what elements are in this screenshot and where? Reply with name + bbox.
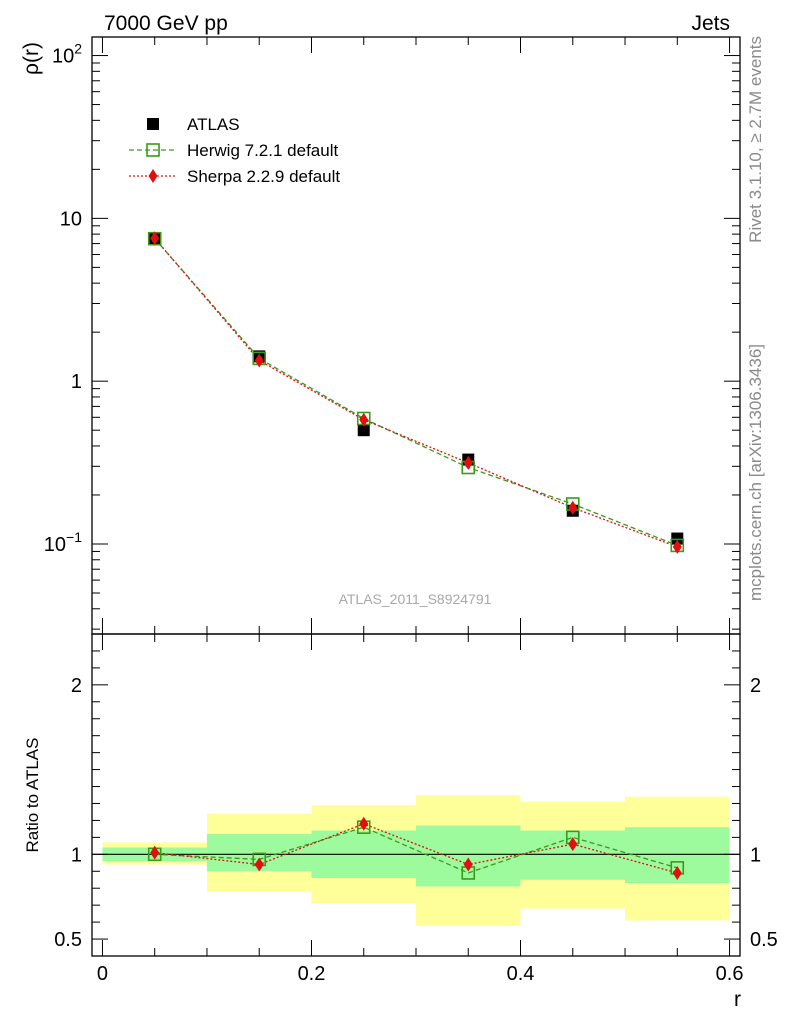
ratio-y-tick-label-left: 1 — [71, 844, 82, 866]
ratio-point-diamond-dotted — [150, 845, 160, 860]
main-point-diamond-dotted — [150, 231, 160, 246]
main-point-diamond-dotted — [672, 539, 682, 554]
x-tick-label: 0.4 — [507, 963, 535, 985]
ratio-y-tick-label-right: 1 — [750, 844, 761, 866]
ratio-point-diamond-dotted — [359, 816, 369, 831]
ratio-y-tick-label-right: 0.5 — [750, 929, 778, 951]
x-tick-label: 0.6 — [716, 963, 744, 985]
ratio-y-tick-label-right: 2 — [750, 675, 761, 697]
header-right-label: Jets — [691, 12, 730, 35]
main-point-diamond-dotted — [359, 412, 369, 427]
ratio-y-tick-label-left: 0.5 — [54, 929, 82, 951]
analysis-id-label: ATLAS_2011_S8924791 — [339, 591, 492, 607]
ratio-point-diamond-dotted — [463, 857, 473, 872]
main-series-layer — [147, 231, 685, 554]
ratio-point-diamond-dotted — [672, 865, 682, 880]
x-tick-label: 0 — [97, 963, 108, 985]
x-tick-label: 0.2 — [298, 963, 326, 985]
rivet-version-label: Rivet 3.1.10, ≥ 2.7M events — [746, 36, 765, 243]
main-point-diamond-dotted — [254, 353, 264, 368]
legend-label: ATLAS — [187, 115, 240, 134]
main-point-square-filled — [671, 532, 684, 545]
ratio-y-axis-label: Ratio to ATLAS — [23, 738, 42, 853]
ratio-series-layer — [147, 816, 685, 880]
legend-marker-square-filled — [147, 118, 159, 130]
legend-label: Sherpa 2.2.9 default — [187, 167, 340, 186]
ratio-point-diamond-dotted — [254, 857, 264, 872]
legend-marker-open-square-dashed — [146, 143, 160, 157]
ratio-point-diamond-dotted — [568, 837, 578, 852]
main-y-tick-label: 1 — [71, 371, 82, 393]
main-y-tick-label: 10 — [60, 208, 82, 230]
main-line-open-square-dashed — [154, 238, 678, 547]
legend: ATLAS Herwig 7.2.1 default Sherpa 2.2.9 de… — [129, 115, 340, 186]
main-y-tick-exponent: −1 — [66, 529, 82, 545]
header-left-label: 7000 GeV pp — [104, 12, 228, 35]
legend-marker-diamond-dotted — [148, 169, 158, 183]
legend-label: Herwig 7.2.1 default — [187, 141, 338, 160]
main-y-tick-label: 102 — [52, 41, 82, 68]
main-line-diamond-dotted — [154, 237, 678, 548]
ratio-bands — [102, 795, 730, 926]
main-point-diamond-dotted — [463, 455, 473, 470]
main-point-square-filled — [357, 424, 370, 437]
x-axis-label: r — [734, 988, 741, 1011]
main-y-tick-label: 10−1 — [44, 529, 82, 556]
ratio-band-inner — [416, 825, 521, 887]
ratio-line-open-square-dashed — [154, 826, 678, 874]
ratio-line-diamond-dotted — [154, 823, 678, 874]
main-y-axis-label: ρ(r) — [20, 42, 43, 75]
main-y-tick-exponent: 2 — [74, 41, 82, 57]
ratio-y-tick-label-left: 2 — [71, 675, 82, 697]
mcplots-label: mcplots.cern.ch [arXiv:1306.3436] — [746, 344, 765, 601]
main-point-diamond-dotted — [568, 500, 578, 515]
